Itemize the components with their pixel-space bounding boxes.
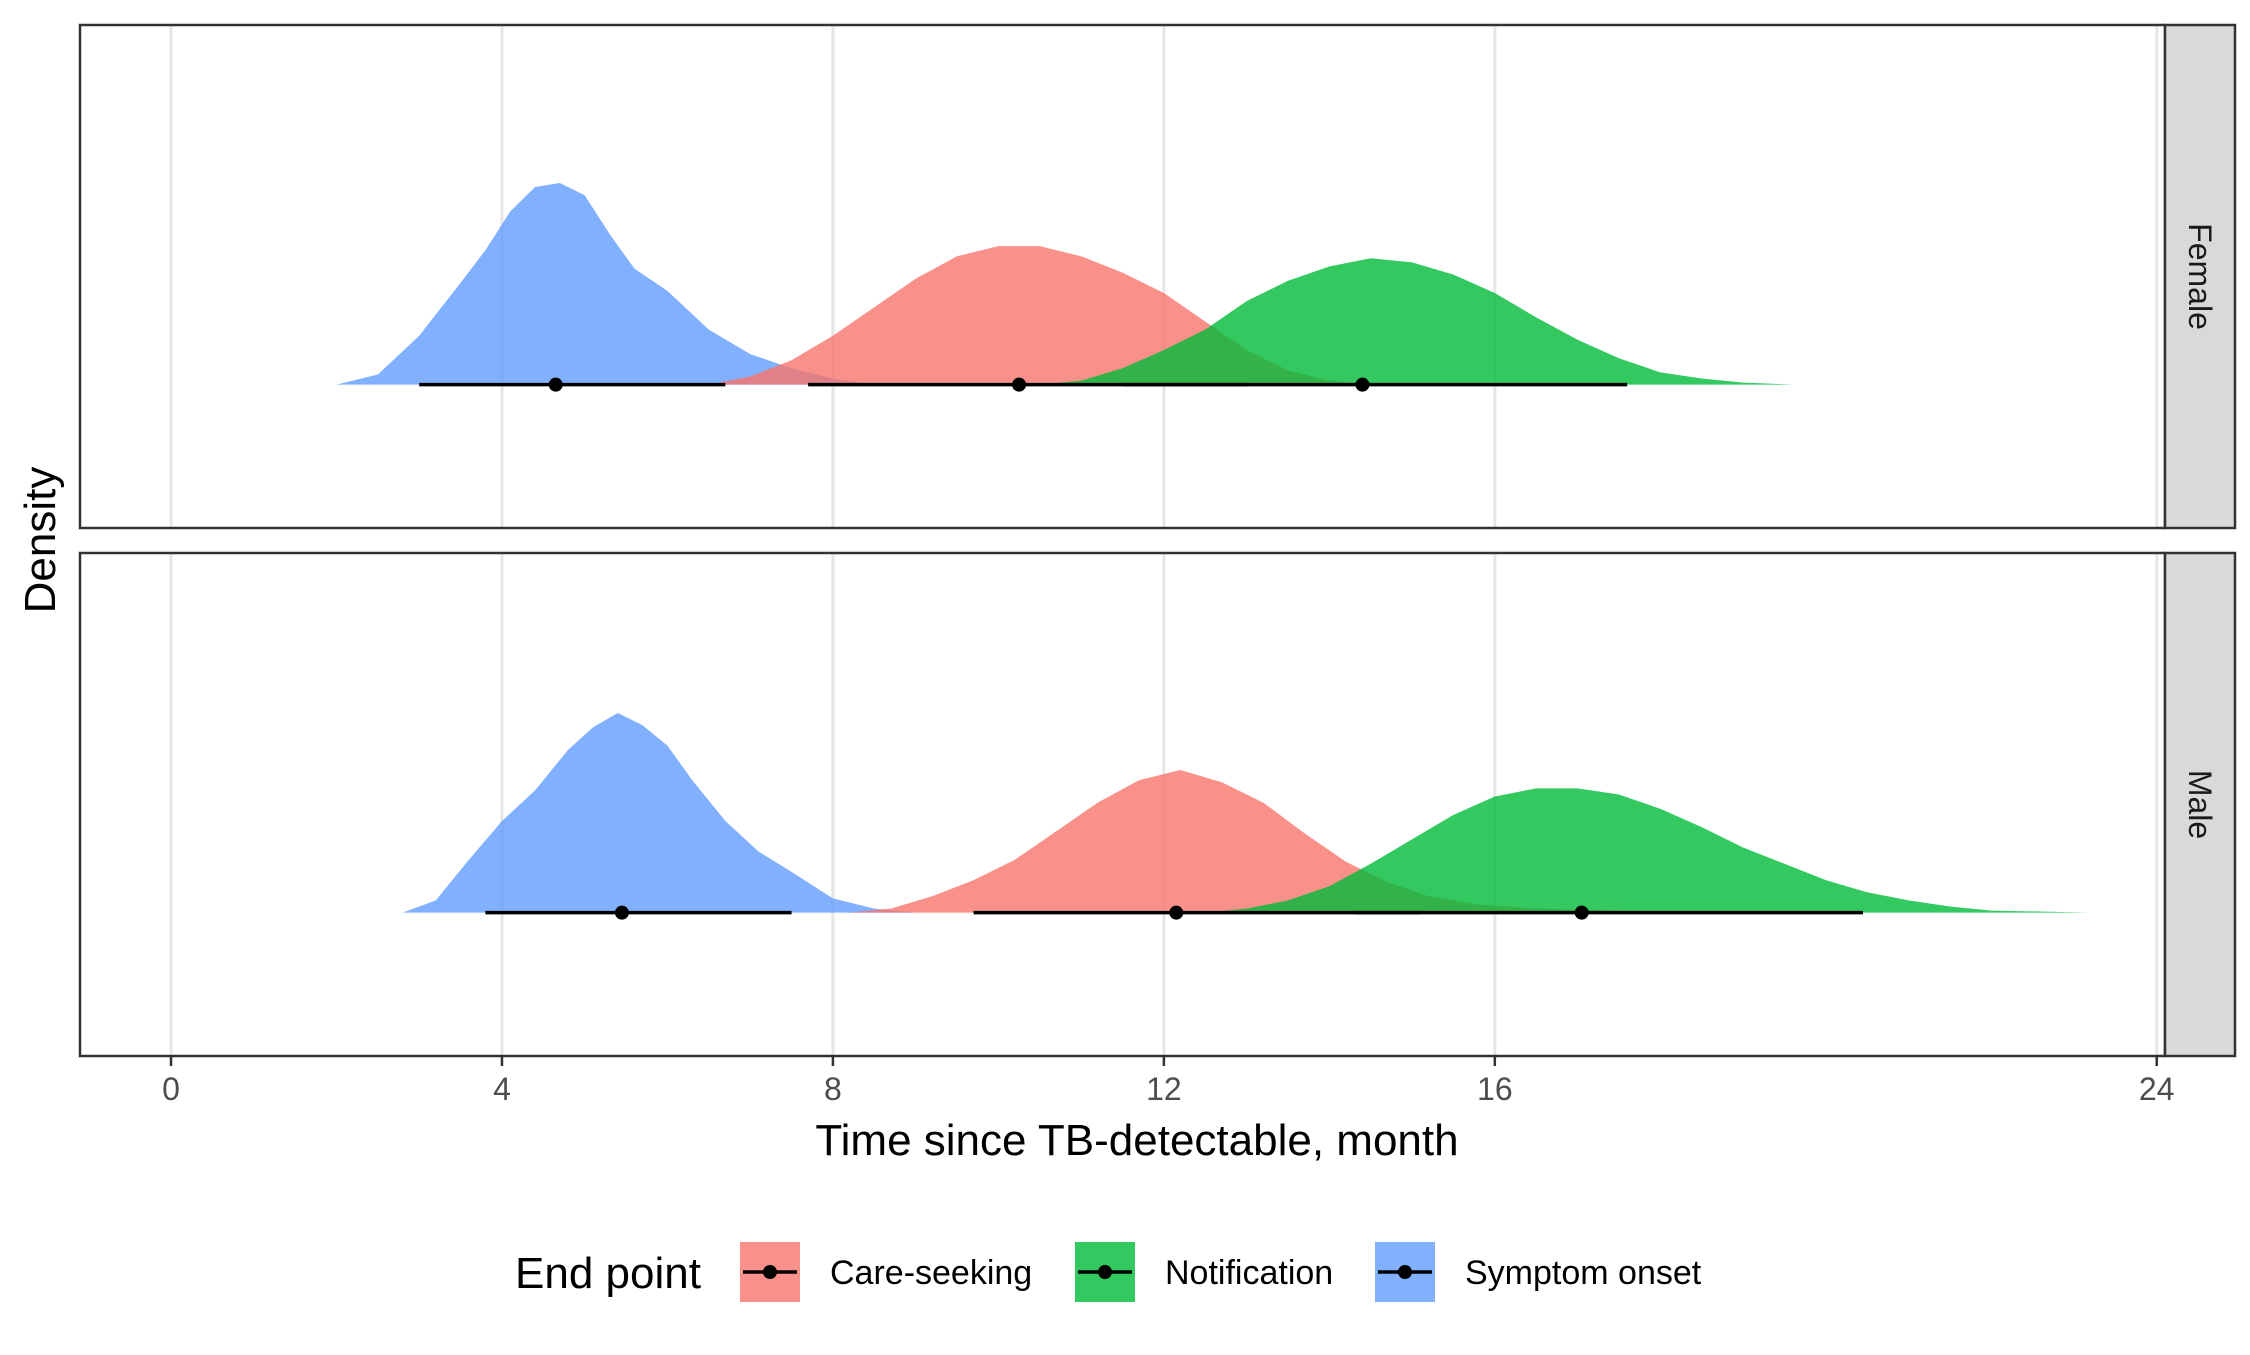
y-axis-title: Density — [16, 467, 65, 614]
density-notification-female — [1039, 258, 1793, 385]
legend-key-point — [1098, 1265, 1112, 1279]
x-tick-label: 16 — [1477, 1071, 1513, 1107]
facet-panels: Female Male — [78, 23, 2237, 1058]
median-point-notification-female — [1355, 377, 1370, 392]
x-tick-label: 24 — [2139, 1071, 2175, 1107]
legend-key-point — [763, 1265, 777, 1279]
legend-item-care-seeking: Care-seeking — [740, 1242, 1032, 1302]
legend-item-notification: Notification — [1075, 1242, 1333, 1302]
facet-female: Female — [78, 23, 2237, 530]
density-symptom-onset-female — [336, 183, 875, 385]
x-tick-label: 4 — [493, 1071, 511, 1107]
legend-label-symptom-onset: Symptom onset — [1465, 1254, 1702, 1292]
x-axis: 0 4 8 12 16 24 — [162, 1056, 2175, 1107]
x-tick-label: 8 — [824, 1071, 842, 1107]
median-point-care-seeking-male — [1169, 905, 1184, 920]
density-symptom-onset-male — [402, 713, 916, 913]
legend-key-point — [1398, 1265, 1412, 1279]
facet-male: Male — [78, 551, 2237, 1058]
median-point-symptom-onset-male — [614, 905, 629, 920]
legend-label-care-seeking: Care-seeking — [830, 1254, 1032, 1292]
median-point-symptom-onset-female — [548, 377, 563, 392]
facet-strip — [2163, 23, 2237, 530]
facet-label-female: Female — [2182, 223, 2218, 330]
legend: End point Care-seeking Notification Sympto… — [515, 1242, 1702, 1302]
facet-strip — [2163, 551, 2237, 1058]
x-axis-title: Time since TB-detectable, month — [815, 1116, 1458, 1165]
density-care-seeking-male — [849, 770, 1702, 913]
legend-item-symptom-onset: Symptom onset — [1375, 1242, 1702, 1302]
density-notification-male — [1205, 788, 2091, 913]
legend-title: End point — [515, 1249, 701, 1298]
x-tick-label: 12 — [1146, 1071, 1182, 1107]
facet-label-male: Male — [2182, 770, 2218, 839]
legend-label-notification: Notification — [1165, 1254, 1333, 1292]
median-point-notification-male — [1574, 905, 1589, 920]
median-point-care-seeking-female — [1012, 377, 1027, 392]
x-tick-label: 0 — [162, 1071, 180, 1107]
